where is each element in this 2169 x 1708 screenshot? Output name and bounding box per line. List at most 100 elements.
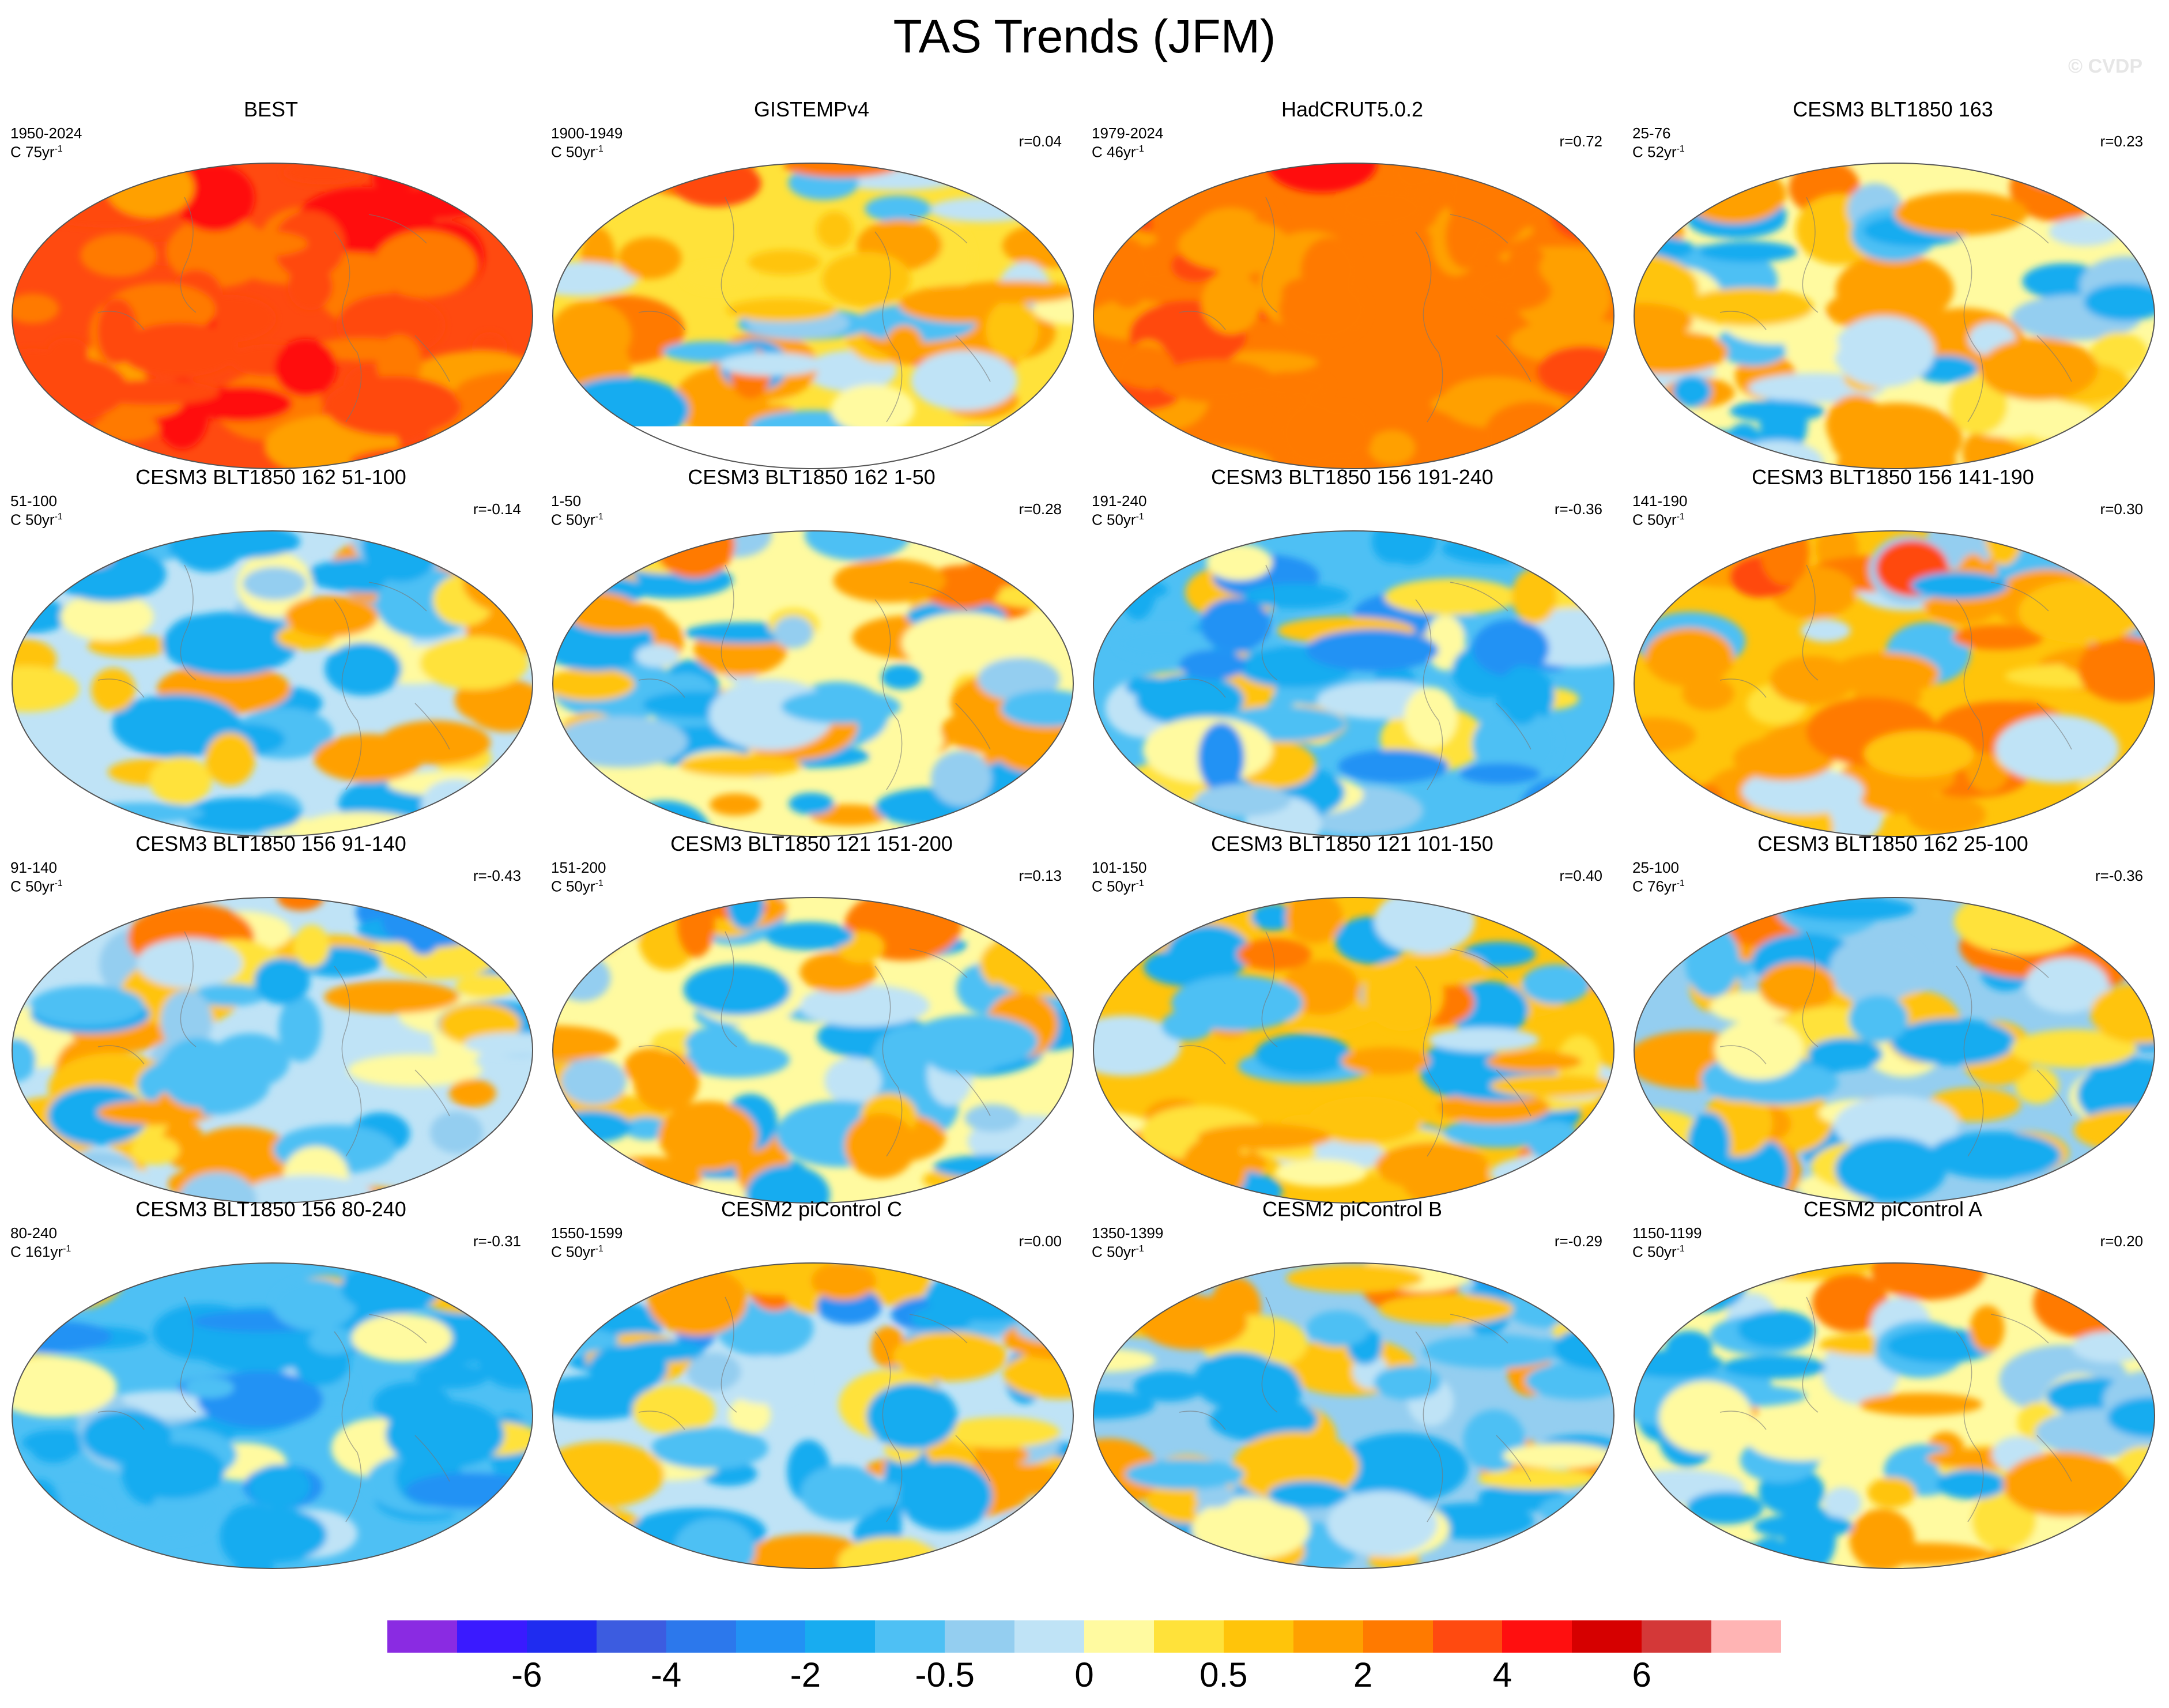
trend-anomaly-region [2096,898,2155,934]
coastline [1990,948,2049,978]
missing-data-region [553,426,1073,469]
panel-correlation: r=-0.29 [1554,1232,1602,1250]
trend-anomaly-region [561,1058,627,1105]
trend-anomaly-region [1834,316,1935,387]
colorbar-box [1711,1620,1782,1653]
trend-anomaly-region [1274,1159,1367,1187]
trend-anomaly-region [235,1537,274,1569]
trend-anomaly-region [1278,398,1349,468]
trend-anomaly-region [553,168,633,209]
trend-anomaly-region [1526,1121,1582,1162]
trend-anomaly-region [1179,650,1246,680]
map-outline [552,163,1074,469]
panel-title: CESM2 piControl A [1803,1197,1983,1221]
trend-anomaly-region [1338,749,1449,783]
trend-anomaly-region [501,163,533,213]
trend-anomaly-region [325,376,462,436]
colorbar-tick-label: 6 [1632,1656,1651,1694]
trend-anomaly-region [277,898,325,911]
exponent: -1 [1136,1244,1144,1254]
trend-anomaly-region [175,164,255,232]
panel-correlation: r=0.20 [2100,1232,2143,1250]
coastline [97,1411,145,1430]
trend-anomaly-region [1871,1263,1986,1300]
trend-anomaly-region [2127,925,2155,948]
trend-anomaly-region [1266,163,1378,193]
trend-anomaly-region [341,1263,442,1314]
colorbar-box [1572,1620,1642,1653]
coastline [1956,231,1984,423]
coastline [97,1045,145,1065]
colorbar-box [387,1620,458,1653]
panel-trend-length-text: C 50yr [1092,511,1136,529]
panel-title: GISTEMPv4 [753,97,870,121]
coastline [955,335,991,382]
trend-anomaly-region [65,177,110,203]
trend-anomaly-region [54,1151,136,1183]
coastline [909,948,968,978]
trend-anomaly-region [181,797,301,834]
trend-anomaly-region [1268,1481,1348,1509]
map-outline [1093,1262,1615,1569]
trend-anomaly-region [553,262,638,296]
trend-anomaly-region [1306,629,1439,672]
trend-anomaly-region [325,642,402,696]
trend-anomaly-region [1714,1019,1804,1080]
map-panel: CESM3 BLT1850 162 51-100 51-100 C 50yr-1 r=… [0,465,542,845]
trend-anomaly-region [324,981,459,1014]
map-panel: BEST 1950-2024 C 75yr-1 [0,97,542,477]
exponent: -1 [1676,878,1685,888]
map-field [553,1263,1073,1569]
trend-anomaly-region [374,231,477,298]
trend-anomaly-region [624,1048,676,1086]
colorbar-tick-label: -6 [511,1656,542,1694]
trend-anomaly-region [2015,1067,2059,1104]
map-svg [1634,1262,2155,1569]
trend-anomaly-region [420,636,529,690]
coastline [909,214,968,244]
trend-anomaly-region [554,955,611,1002]
coastline [1261,931,1278,1047]
coastline [1450,214,1508,244]
trend-anomaly-region [23,798,73,823]
trend-anomaly-region [1527,531,1614,573]
coastline [414,703,450,750]
trend-anomaly-region [1399,951,1487,986]
coastline [874,599,903,790]
panel-correlation: r=0.04 [1019,133,1062,150]
map-svg [12,530,533,837]
trend-anomaly-region [78,802,204,824]
coastline [1496,703,1531,750]
panel-title: CESM3 BLT1850 162 51-100 [135,465,406,489]
trend-anomaly-region [412,1549,533,1569]
trend-anomaly-region [1115,627,1215,660]
trend-anomaly-region [1522,964,1590,1004]
map-outline [12,1262,533,1569]
coastline [909,582,968,612]
trend-anomaly-region [1337,1432,1469,1503]
trend-anomaly-region [2026,163,2155,192]
map-outline [552,530,1074,837]
trend-anomaly-region [1004,898,1061,933]
panel-trend-length-text: C 50yr [10,511,55,529]
trend-anomaly-region [1143,947,1238,987]
trend-anomaly-region [588,1344,668,1392]
coastline [368,582,427,612]
map-field [12,898,533,1203]
trend-anomaly-region [1093,1390,1155,1419]
coastline [1802,931,1819,1047]
trend-anomaly-region [1519,1545,1608,1569]
trend-anomaly-region [1093,1134,1139,1160]
trend-anomaly-region [1195,784,1291,817]
panel-trend-length: C 76yr-1 [1632,875,1685,895]
coastline [1802,564,1819,681]
panel-trend-length-text: C 50yr [10,877,55,895]
trend-anomaly-region [2010,1029,2137,1068]
trend-anomaly-region [881,665,922,689]
panel-trend-length: C 50yr-1 [551,875,603,895]
coastline [1261,197,1278,313]
trend-anomaly-region [1191,1498,1310,1560]
coastline [1802,197,1819,313]
exponent: -1 [54,512,63,522]
map-panel: CESM3 BLT1850 156 141-190 141-190 C 50yr-1… [1622,465,2164,845]
